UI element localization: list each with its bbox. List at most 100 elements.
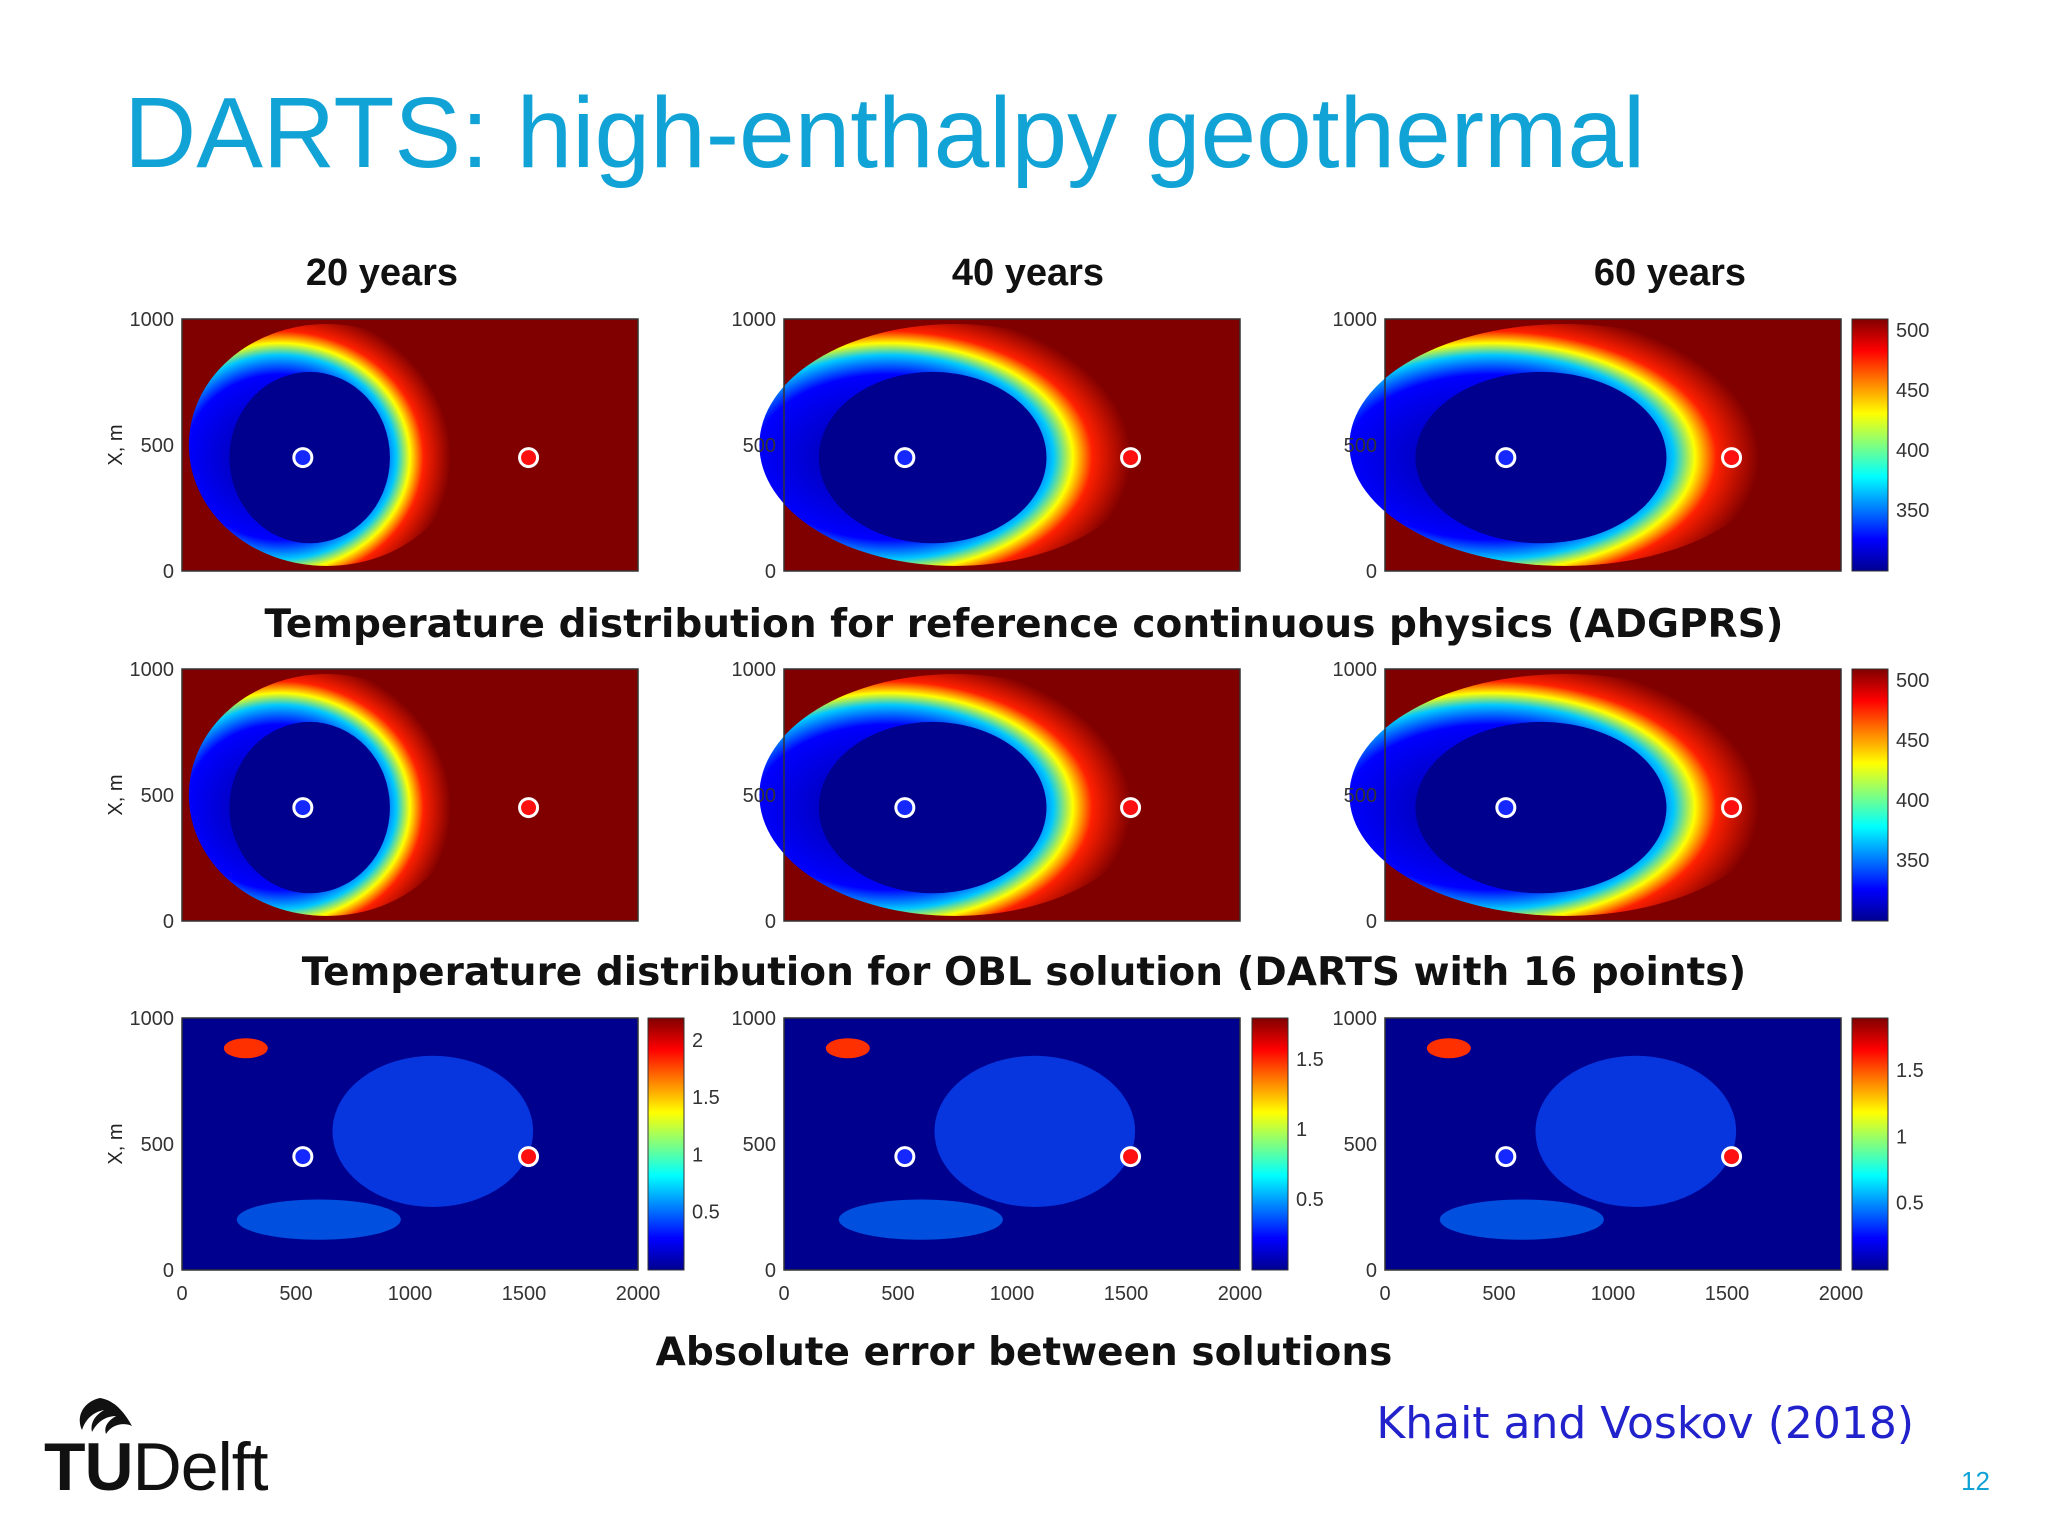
heatmap-panel-row1-40-years: 0 500 1000 (732, 309, 1241, 583)
heatmap-panel-row2-60-years: 0 500 1000 (1333, 659, 1842, 933)
y-axis-label: X, m (105, 424, 127, 465)
x-tick-label: 0 (1379, 1283, 1390, 1305)
error-hotspot (825, 1038, 870, 1059)
panel-frame (783, 668, 1241, 922)
caption-absolute-error: Absolute error between solutions (655, 1330, 1393, 1375)
colorbar-gradient-bar (1851, 668, 1889, 922)
tu-delft-flame-icon (79, 1398, 132, 1434)
colorbar-tick-label: 1 (1296, 1119, 1307, 1141)
injector-well-marker (1495, 1146, 1517, 1168)
colorbar-tick-label: 350 (1896, 850, 1929, 872)
x-tick-label: 1000 (388, 1283, 433, 1305)
producer-well-marker (1120, 1146, 1142, 1168)
y-tick-label: 0 (1366, 1260, 1377, 1282)
colorbar: 350 400 450 500 (1851, 318, 1929, 572)
colorbar-tick-label: 2 (692, 1030, 703, 1052)
colorbar-tick-label: 1.5 (1896, 1060, 1924, 1082)
x-tick-label: 500 (279, 1283, 312, 1305)
injector-well-marker (292, 797, 314, 819)
x-tick-label: 2000 (616, 1283, 661, 1305)
y-tick-label: 0 (765, 561, 776, 583)
y-tick-label: 500 (141, 785, 174, 807)
colorbar: 0.5 1 1.5 2 (647, 1017, 720, 1271)
colorbar-tick-label: 1 (1896, 1126, 1907, 1148)
colorbar-tick-label: 400 (1896, 790, 1929, 812)
error-hotspot (223, 1038, 268, 1059)
x-tick-label: 0 (176, 1283, 187, 1305)
x-tick-label: 0 (778, 1283, 789, 1305)
cold-core-region (1415, 721, 1667, 894)
colorbar-gradient-bar (1851, 1017, 1889, 1271)
injector-well-marker (894, 797, 916, 819)
injector-well-marker (292, 1146, 314, 1168)
logo-tu: TU (44, 1429, 134, 1505)
x-tick-label: 1000 (990, 1283, 1035, 1305)
citation-credit: Khait and Voskov (2018) (1376, 1398, 1914, 1449)
y-tick-label: 1000 (732, 659, 777, 681)
cold-core-region (818, 721, 1047, 894)
panel-frame (1384, 318, 1842, 572)
injector-well-marker (1495, 447, 1517, 469)
y-tick-label: 1000 (130, 659, 175, 681)
colorbar-tick-label: 0.5 (692, 1202, 720, 1224)
injector-well-marker (292, 447, 314, 469)
colorbar-gradient-bar (1851, 318, 1889, 572)
heatmap-panel-row3-60-years: 0 500 1000 0 500 1000 1500 2000 (1333, 1008, 1864, 1305)
y-tick-label: 500 (1344, 1134, 1377, 1156)
panel-frame (1384, 668, 1842, 922)
page-number: 12 (1961, 1466, 1990, 1496)
tu-delft-logo: TUDelft (44, 1428, 269, 1506)
colorbar: 0.5 1 1.5 (1851, 1017, 1924, 1271)
logo-delft: Delft (132, 1429, 269, 1505)
y-tick-label: 0 (163, 911, 174, 933)
panel-frame (181, 318, 639, 572)
producer-well-marker (518, 797, 540, 819)
producer-well-marker (1721, 1146, 1743, 1168)
heatmap-panel-row3-40-years: 0 500 1000 0 500 1000 1500 2000 (732, 1008, 1263, 1305)
heatmap-panel-row2-40-years: 0 500 1000 (732, 659, 1241, 933)
heatmap-panel-row3-20-years: 0 500 1000 X, m 0 500 1000 1500 2000 (105, 1008, 660, 1305)
heatmap-panel-row1-20-years: 0 500 1000 X, m (105, 309, 639, 583)
y-tick-label: 1000 (1333, 309, 1378, 331)
y-axis-label: X, m (105, 774, 127, 815)
panel-frame (783, 1017, 1241, 1271)
y-tick-label: 500 (743, 435, 776, 457)
y-axis-label: X, m (105, 1123, 127, 1164)
y-tick-label: 1000 (130, 1008, 175, 1030)
y-tick-label: 0 (765, 1260, 776, 1282)
injector-well-marker (894, 447, 916, 469)
x-tick-label: 500 (881, 1283, 914, 1305)
y-tick-label: 1000 (732, 309, 777, 331)
y-tick-label: 1000 (1333, 1008, 1378, 1030)
colorbar-tick-label: 1 (692, 1144, 703, 1166)
y-tick-label: 0 (765, 911, 776, 933)
x-tick-label: 1000 (1591, 1283, 1636, 1305)
y-tick-label: 500 (1344, 435, 1377, 457)
cold-core-region (1415, 371, 1667, 544)
injector-well-marker (894, 1146, 916, 1168)
colorbar-gradient-bar (1251, 1017, 1289, 1271)
x-tick-label: 500 (1482, 1283, 1515, 1305)
panel-frame (181, 1017, 639, 1271)
y-tick-label: 500 (1344, 785, 1377, 807)
column-title-40-years: 40 years (951, 252, 1105, 294)
colorbar-tick-label: 0.5 (1296, 1189, 1324, 1211)
producer-well-marker (1120, 447, 1142, 469)
column-title-60-years: 60 years (1593, 252, 1747, 294)
y-tick-label: 0 (163, 561, 174, 583)
x-tick-label: 1500 (502, 1283, 547, 1305)
producer-well-marker (518, 1146, 540, 1168)
caption-darts-obl: Temperature distribution for OBL solutio… (301, 950, 1747, 995)
panel-frame (181, 668, 639, 922)
colorbar-tick-label: 1.5 (1296, 1049, 1324, 1071)
error-region (934, 1055, 1136, 1207)
error-hotspot (1426, 1038, 1471, 1059)
y-tick-label: 500 (743, 785, 776, 807)
producer-well-marker (1721, 797, 1743, 819)
y-tick-label: 500 (141, 1134, 174, 1156)
y-tick-label: 0 (163, 1260, 174, 1282)
heatmap-panel-row1-60-years: 0 500 1000 (1333, 309, 1842, 583)
y-tick-label: 0 (1366, 561, 1377, 583)
error-region (838, 1199, 1003, 1240)
